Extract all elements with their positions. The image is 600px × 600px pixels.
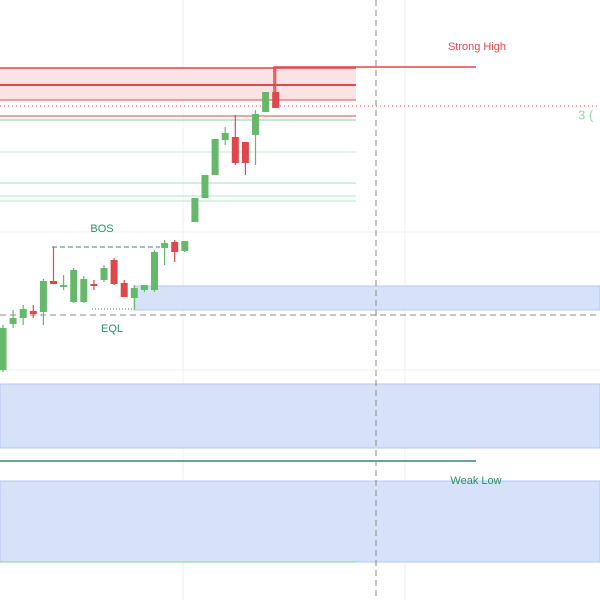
candle-body <box>221 133 229 140</box>
candle-body <box>231 137 239 163</box>
candle-body <box>151 252 158 290</box>
candle-body <box>201 175 209 198</box>
candle-body <box>211 139 219 175</box>
candle-body <box>60 285 68 287</box>
demand-zone <box>0 480 600 563</box>
candles <box>0 67 280 372</box>
candle-body <box>181 241 189 251</box>
candle-body <box>50 281 57 284</box>
candle-body <box>70 270 78 302</box>
candle-body <box>100 268 108 280</box>
bos-label: BOS <box>90 223 113 235</box>
candle-body <box>140 285 148 290</box>
candle-body <box>110 260 118 284</box>
candle-body <box>29 311 37 314</box>
candle-body <box>171 242 179 252</box>
candle-body <box>241 142 249 163</box>
demand-zone <box>134 285 600 311</box>
candle-body <box>90 284 98 286</box>
candle-body <box>262 92 270 112</box>
weak-low-label: Weak Low <box>450 475 501 487</box>
candle-body <box>39 281 47 312</box>
candle-body <box>272 92 280 108</box>
strong-high-line <box>273 66 476 92</box>
candle-body <box>191 198 199 222</box>
candle-body <box>252 114 259 135</box>
candle-body <box>9 318 17 324</box>
candle-body <box>80 279 88 302</box>
edge-label: 3 ( <box>578 107 594 122</box>
candle-body <box>130 288 138 298</box>
candle-body <box>19 309 27 318</box>
candle-body <box>161 243 169 248</box>
candle-body <box>120 283 128 297</box>
strong-high-label: Strong High <box>448 41 506 53</box>
demand-zone <box>0 383 600 449</box>
eql-label: EQL <box>101 323 123 335</box>
candle-body <box>0 328 7 370</box>
